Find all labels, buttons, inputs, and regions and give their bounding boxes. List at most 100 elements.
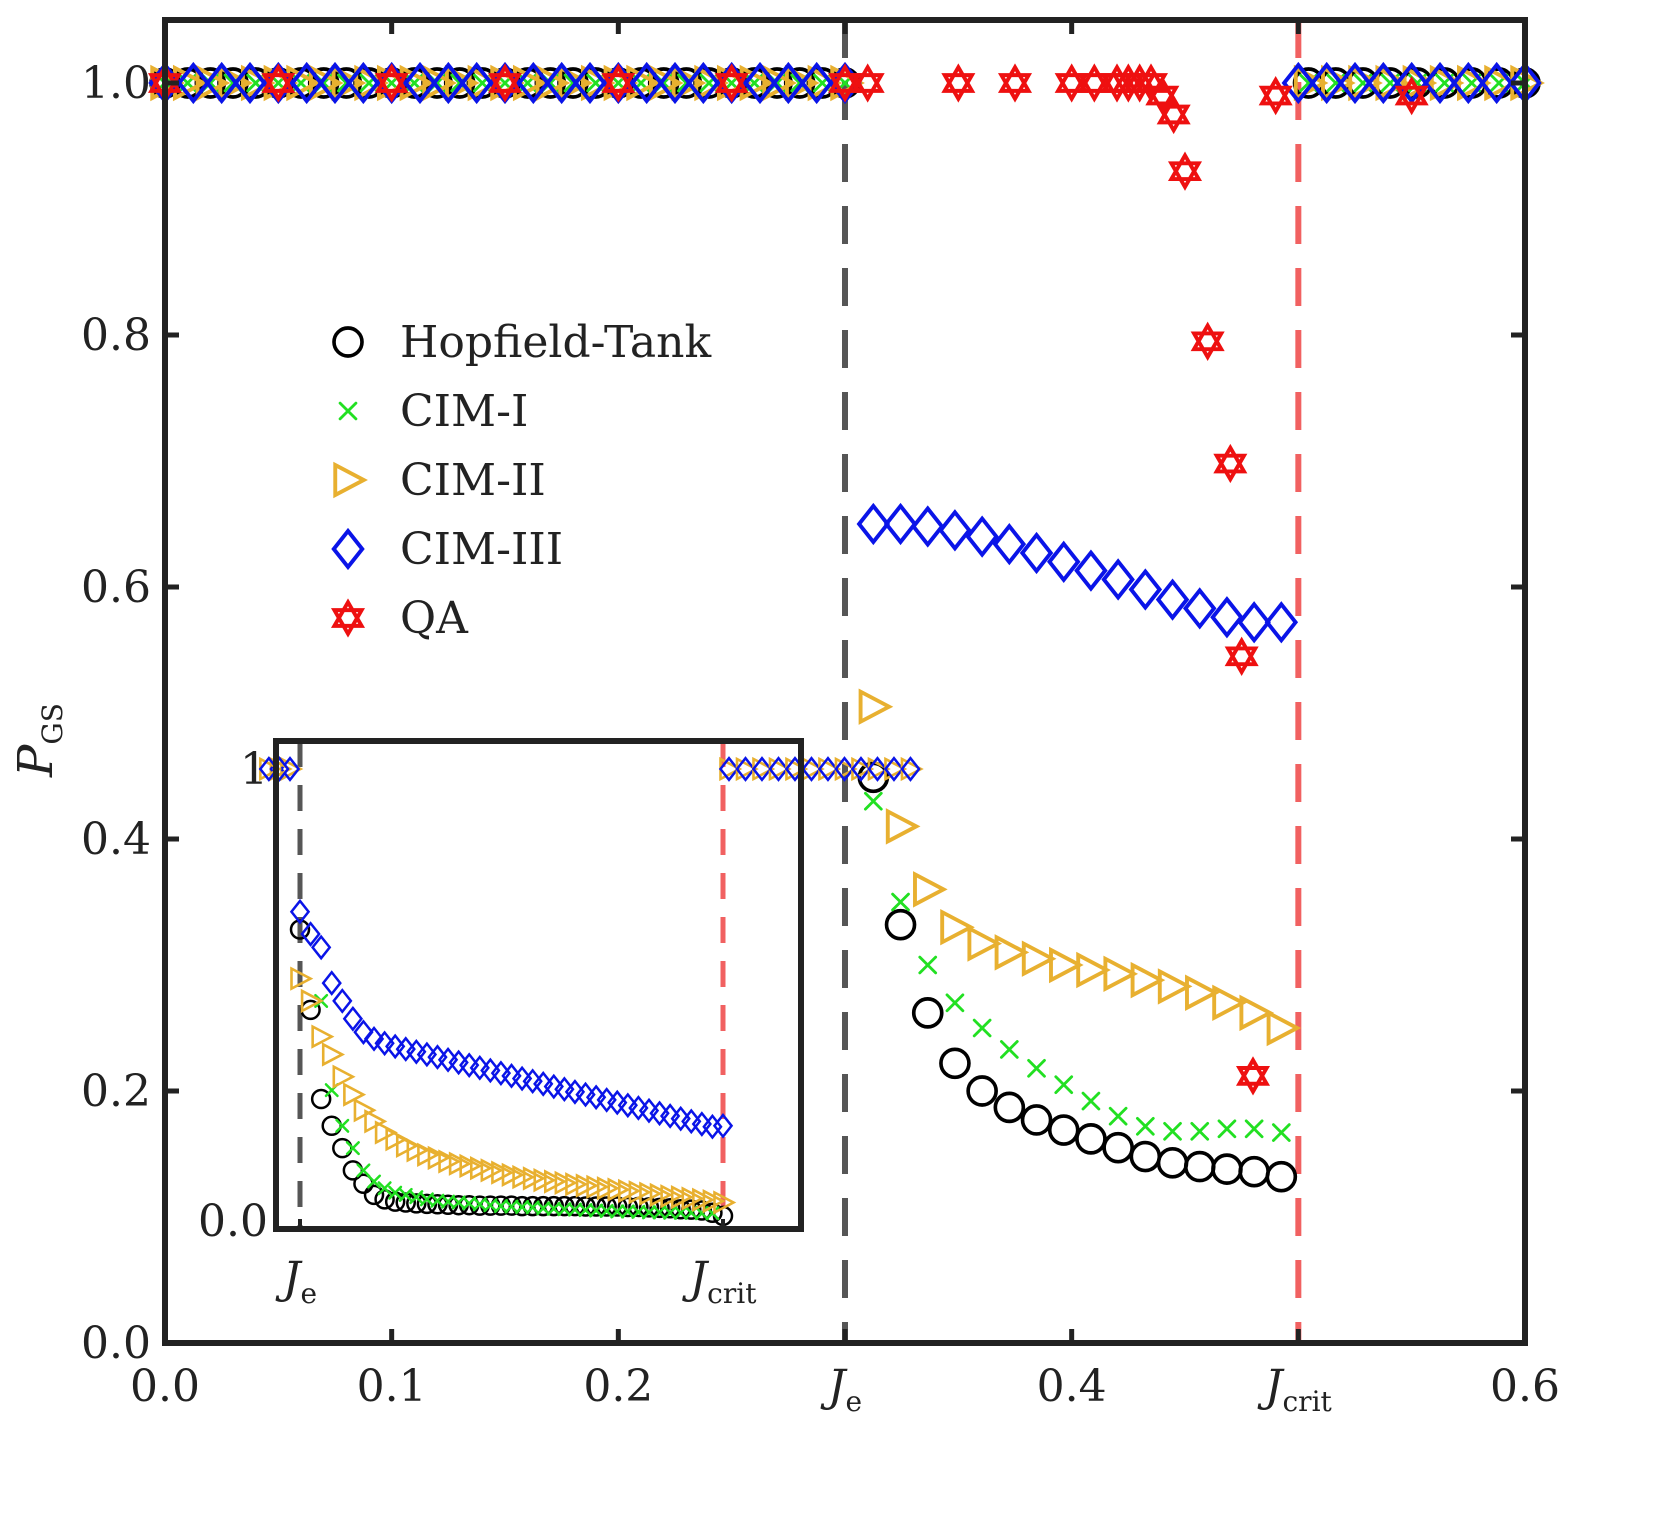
point-cim-iii xyxy=(883,502,918,546)
point-qa xyxy=(601,63,636,103)
inset-point-cim-i xyxy=(483,1198,498,1213)
point-hopfield-tank xyxy=(993,1091,1026,1124)
point-cim-ii xyxy=(967,925,1003,962)
inset-point-cim-iii xyxy=(332,988,353,1014)
inset-point-cim-i xyxy=(356,1163,371,1178)
point-cim-iii xyxy=(289,61,324,105)
inset-point-cim-i xyxy=(345,1141,360,1156)
inset-point-cim-iii xyxy=(768,756,789,782)
series-qa xyxy=(147,63,1429,1096)
point-qa xyxy=(850,63,885,103)
point-cim-iii xyxy=(318,61,352,105)
point-qa xyxy=(1394,75,1429,116)
inset-point-cim-i xyxy=(451,1195,466,1210)
inset-point-cim-i xyxy=(515,1199,530,1214)
inset-x-tick-label: Je xyxy=(275,1253,317,1310)
point-cim-iii xyxy=(403,61,437,105)
point-cim-iii xyxy=(1019,531,1054,575)
legend-entry-hopfield-tank: Hopfield-Tank xyxy=(332,317,711,368)
point-cim-iii xyxy=(431,61,466,105)
inset-point-cim-iii xyxy=(751,756,773,782)
legend-marker-cim-iii xyxy=(331,527,365,571)
point-qa xyxy=(1258,75,1293,116)
point-qa xyxy=(714,63,749,103)
point-cim-i xyxy=(972,1018,992,1038)
inset-point-cim-i xyxy=(430,1193,445,1208)
inset-point-cim-ii xyxy=(300,988,324,1014)
point-cim-ii xyxy=(784,64,820,102)
point-cim-i xyxy=(1054,1075,1074,1095)
inset-point-cim-i xyxy=(504,1199,519,1214)
inset-point-cim-ii xyxy=(321,1042,346,1067)
point-cim-ii xyxy=(1212,984,1247,1022)
inset-x-tick-label: Jcrit xyxy=(682,1253,758,1310)
legend-label: CIM-II xyxy=(400,455,546,506)
point-cim-ii xyxy=(885,808,921,845)
reference-lines xyxy=(842,20,1302,1343)
point-cim-i xyxy=(1217,1119,1237,1139)
inset-point-cim-i xyxy=(652,1205,667,1220)
inset-point-hopfield-tank xyxy=(310,1088,332,1110)
point-cim-ii xyxy=(1103,955,1139,993)
point-cim-ii xyxy=(671,64,707,102)
inset-point-hopfield-tank xyxy=(659,1198,681,1219)
inset-point-hopfield-tank xyxy=(649,1197,670,1219)
point-qa xyxy=(941,63,976,103)
point-qa xyxy=(827,63,863,103)
inset-frame xyxy=(273,738,804,1232)
point-cim-iii xyxy=(1046,540,1081,583)
x-tick-label: 0.6 xyxy=(1490,1361,1560,1412)
point-cim-ii xyxy=(994,934,1030,971)
x-tick-label: 0.4 xyxy=(1037,1361,1107,1412)
point-hopfield-tank xyxy=(1075,1123,1107,1155)
inset-point-hopfield-tank xyxy=(596,1196,617,1217)
point-cim-iii xyxy=(938,509,972,552)
point-hopfield-tank xyxy=(1238,1155,1270,1188)
point-cim-i xyxy=(1135,1116,1155,1136)
point-cim-ii xyxy=(858,688,894,725)
point-hopfield-tank xyxy=(939,1047,971,1080)
x-tick-label: 0.2 xyxy=(583,1361,653,1412)
point-hopfield-tank xyxy=(1047,1114,1080,1146)
point-cim-iii xyxy=(1128,568,1163,611)
point-qa xyxy=(1054,63,1089,103)
point-qa xyxy=(1190,321,1225,361)
point-qa xyxy=(261,63,296,103)
inset-point-cim-i xyxy=(567,1202,582,1217)
inset-point-cim-iii xyxy=(300,921,321,947)
point-cim-iii xyxy=(516,61,551,105)
inset-point-cim-i xyxy=(620,1204,635,1219)
legend-marker-hopfield-tank xyxy=(332,326,364,358)
point-cim-iii xyxy=(1210,596,1244,639)
point-cim-iii xyxy=(658,61,692,105)
inset-point-cim-i xyxy=(525,1200,540,1215)
point-cim-ii xyxy=(1049,946,1084,984)
point-hopfield-tank xyxy=(1156,1146,1189,1179)
point-qa xyxy=(1224,636,1259,676)
point-hopfield-tank xyxy=(1102,1131,1134,1164)
inset-point-cim-iii xyxy=(311,934,332,961)
inset-point-cim-ii xyxy=(290,966,314,991)
inset-point-cim-iii xyxy=(712,1112,734,1139)
point-qa xyxy=(1145,75,1180,116)
legend-entry-cim-iii: CIM-III xyxy=(331,524,563,575)
inset-background xyxy=(276,741,801,1229)
point-cim-iii xyxy=(1237,601,1271,644)
inset-point-cim-iii xyxy=(718,756,740,782)
point-cim-ii xyxy=(218,64,253,102)
point-cim-iii xyxy=(992,523,1027,566)
x-tick-label: Jcrit xyxy=(1257,1361,1333,1418)
inset-point-cim-iii xyxy=(735,756,756,782)
inset-y-tick-label: 0.0 xyxy=(198,1196,268,1247)
inset-point-cim-i xyxy=(462,1196,477,1211)
inset-point-cim-i xyxy=(472,1197,487,1212)
inset-point-hopfield-tank xyxy=(607,1196,628,1217)
inset-point-cim-i xyxy=(589,1203,604,1218)
point-cim-iii xyxy=(799,61,834,105)
point-cim-ii xyxy=(444,64,480,102)
point-cim-i xyxy=(863,791,883,811)
inset-series-cim-ii xyxy=(290,966,737,1215)
point-cim-ii xyxy=(1185,974,1220,1011)
point-qa xyxy=(1235,1056,1271,1096)
point-cim-iii xyxy=(771,61,806,105)
